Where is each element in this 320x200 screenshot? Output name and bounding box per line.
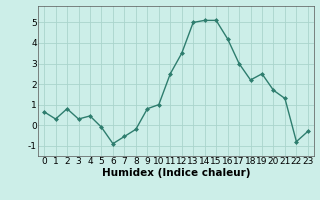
X-axis label: Humidex (Indice chaleur): Humidex (Indice chaleur) xyxy=(102,168,250,178)
